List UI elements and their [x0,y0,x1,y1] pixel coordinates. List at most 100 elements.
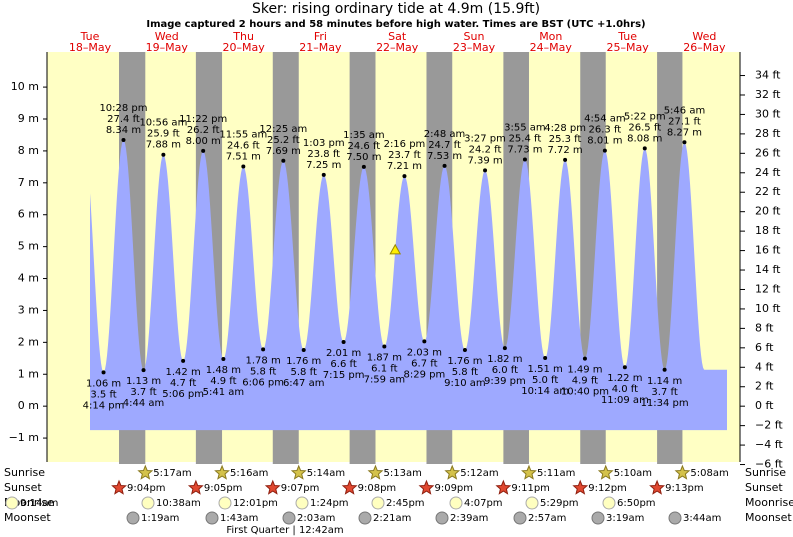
tide-time: 5:22 pm [624,111,666,122]
sunrise-icon [444,464,461,480]
tide-value-label: 1.82 m [487,354,522,365]
tide-ft-label: 3.5 ft [90,389,116,400]
row-time: 10:38am [156,498,201,509]
tide-value-label: 2.03 m [407,347,442,358]
y2-tick-label: 8 ft [755,321,774,334]
tide-time: 9:10 am [444,378,486,389]
date-label: 25–May [606,41,649,54]
tide-value-label: 7.50 m [346,152,381,163]
row-time: 9:14am [20,498,58,509]
tide-time: 11:22 pm [179,114,227,125]
row-time: 5:10am [614,468,652,479]
tide-value-label: 1.76 m [286,356,321,367]
row-time: 9:11pm [511,483,550,494]
tide-point [281,158,286,163]
tide-time: 1:03 pm [303,138,345,149]
y2-tick-label: 2 ft [755,380,774,393]
tide-ft-label: 5.8 ft [291,367,317,378]
row-label: Moonset [4,511,51,524]
tide-ft-label: 24.7 ft [428,140,461,151]
y2-tick-label: −6 ft [755,458,783,471]
row-label: Sunset [4,481,42,494]
sunrise-icon [214,464,230,480]
sunset-icon [341,479,358,495]
row-time: 2:57am [528,513,566,524]
y2-tick-label: 34 ft [755,69,781,82]
moonrise-icon [449,496,463,510]
sunset-icon [187,479,204,495]
weekday-label: Tue [80,30,100,43]
tide-value-label: 7.73 m [507,145,542,156]
sunset-icon [264,479,281,495]
tide-value-label: 1.06 m [86,378,121,389]
moonrise-icon [5,496,19,510]
row-time: 9:07pm [281,483,320,494]
tide-point [462,348,467,353]
y-tick-label: 7 m [18,176,39,189]
tide-point [563,157,568,162]
tide-value-label: 7.53 m [427,151,462,162]
tide-value-label: 7.39 m [467,155,502,166]
tide-ft-label: 6.0 ft [492,365,518,376]
tide-point [241,164,246,169]
tide-value-label: 7.51 m [226,152,261,163]
tide-ft-label: 25.9 ft [147,129,180,140]
tide-point [201,148,206,153]
tide-point [261,347,266,352]
date-label: 22–May [376,41,419,54]
row-time: 5:29pm [540,498,579,509]
row-time: 9:05pm [204,483,243,494]
tide-value-label: 1.49 m [567,365,602,376]
row-time: 1:43am [220,513,258,524]
tide-ft-label: 5.0 ft [532,375,558,386]
moonset-icon [435,511,449,525]
tide-ft-label: 25.3 ft [549,134,582,145]
tide-value-label: 2.01 m [326,348,361,359]
date-label: 23–May [453,41,496,54]
tide-ft-label: 23.8 ft [307,149,340,160]
y-tick-label: −1 m [9,431,39,444]
row-time: 4:07pm [464,498,503,509]
tide-value-label: 7.21 m [387,161,422,172]
tide-value-label: 1.42 m [166,367,201,378]
tide-point [341,340,346,345]
tide-ft-label: 24.6 ft [227,141,260,152]
tide-value-label: 1.87 m [367,352,402,363]
y2-tick-label: 20 ft [755,205,781,218]
moonrise-icon [602,496,616,510]
tide-time: 7:15 pm [323,370,365,381]
y2-tick-label: 16 ft [755,244,781,257]
tide-time: 7:59 am [364,374,406,385]
tide-point [662,367,667,372]
tide-time: 2:16 pm [384,139,426,150]
tide-ft-label: 27.4 ft [107,114,140,125]
weekday-label: Thu [232,30,254,43]
tide-time: 11:55 am [219,130,267,141]
sunset-icon [649,479,666,495]
row-time: 5:13am [383,468,421,479]
tide-point [522,157,527,162]
tide-time: 4:14 pm [83,400,125,411]
moonset-icon [513,511,527,525]
date-label: 20–May [222,41,265,54]
tide-point [181,358,186,363]
tide-ft-label: 6.7 ft [411,358,437,369]
tide-time: 8:29 pm [403,369,445,380]
sunset-icon [418,479,435,495]
tide-point [622,365,627,370]
tide-time: 10:40 pm [561,387,609,398]
tide-time: 4:28 pm [544,123,586,134]
tide-time: 5:46 am [664,105,706,116]
tide-point [221,356,226,361]
tide-point [422,339,427,344]
moonset-icon [358,511,372,525]
moonset-icon [668,511,682,525]
tide-time: 11:34 pm [641,398,689,409]
tide-point [361,164,366,169]
weekday-label: Sat [388,30,407,43]
row-time: 9:12pm [588,483,627,494]
tide-value-label: 1.48 m [206,365,241,376]
tide-ft-label: 24.6 ft [348,141,381,152]
tide-time: 6:06 pm [242,377,284,388]
tide-time: 12:25 am [259,124,307,135]
